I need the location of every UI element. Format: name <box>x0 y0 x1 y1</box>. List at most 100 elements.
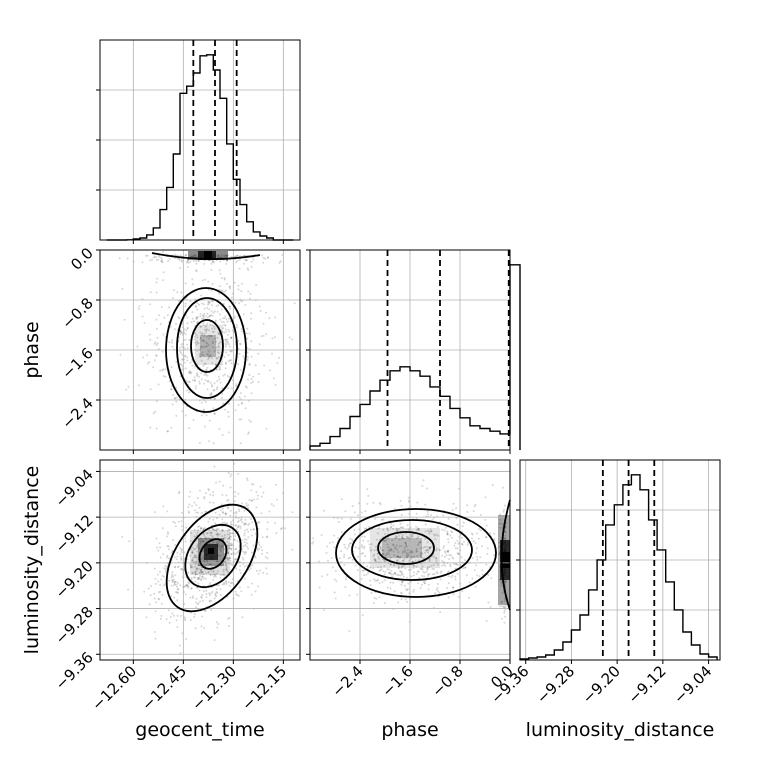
scatter-point <box>472 540 475 543</box>
scatter-point <box>174 566 177 569</box>
scatter-point <box>404 598 407 601</box>
scatter-point <box>392 573 395 576</box>
scatter-point <box>162 505 165 508</box>
scatter-point <box>169 325 172 328</box>
scatter-point <box>202 409 205 412</box>
scatter-point <box>229 285 231 288</box>
scatter-point <box>210 531 213 534</box>
scatter-point <box>171 341 173 344</box>
scatter-point <box>191 504 193 507</box>
scatter-point <box>127 385 130 388</box>
scatter-point <box>181 368 183 371</box>
scatter-point <box>457 552 460 555</box>
scatter-point <box>400 513 403 516</box>
scatter-point <box>208 542 211 545</box>
scatter-point <box>439 578 442 581</box>
scatter-point <box>161 261 164 264</box>
scatter-point <box>456 552 459 555</box>
scatter-point <box>219 564 222 567</box>
scatter-point <box>190 587 193 590</box>
scatter-point <box>456 547 459 550</box>
scatter-point <box>221 535 224 538</box>
scatter-point <box>189 490 192 493</box>
scatter-point <box>444 526 447 529</box>
scatter-point <box>206 388 209 391</box>
scatter-point <box>204 577 207 580</box>
scatter-point <box>436 583 439 585</box>
scatter-point <box>481 569 484 572</box>
scatter-point <box>194 580 197 583</box>
scatter-point <box>367 494 370 497</box>
scatter-point <box>128 540 131 543</box>
scatter-point <box>145 616 148 619</box>
scatter-point <box>427 574 430 577</box>
scatter-point <box>374 517 377 520</box>
scatter-point <box>245 542 248 545</box>
scatter-point <box>126 257 129 260</box>
scatter-point <box>194 606 197 609</box>
scatter-point <box>396 528 399 531</box>
scatter-point <box>199 326 202 329</box>
scatter-point <box>447 570 450 573</box>
scatter-point <box>244 518 247 521</box>
scatter-point <box>247 547 250 550</box>
scatter-point <box>451 556 454 559</box>
scatter-point <box>200 325 202 328</box>
scatter-point <box>228 544 231 547</box>
scatter-point <box>207 520 210 523</box>
scatter-point <box>364 555 367 558</box>
scatter-point <box>186 326 189 329</box>
scatter-point <box>208 323 211 326</box>
density-cell <box>502 552 510 568</box>
scatter-point <box>405 545 408 548</box>
scatter-point <box>479 529 482 532</box>
scatter-point <box>239 255 242 258</box>
scatter-point <box>343 563 346 566</box>
scatter-point <box>270 503 273 506</box>
histogram-phase <box>309 264 521 450</box>
scatter-point <box>262 261 265 264</box>
scatter-point <box>235 326 238 329</box>
scatter-point <box>417 541 420 544</box>
scatter-point <box>165 567 168 570</box>
scatter-point <box>162 375 165 378</box>
scatter-point <box>281 254 284 257</box>
scatter-point <box>181 345 183 348</box>
scatter-point <box>199 313 202 315</box>
scatter-point <box>149 338 152 341</box>
scatter-point <box>200 578 203 581</box>
scatter-point <box>504 581 506 584</box>
scatter-point <box>258 544 261 546</box>
scatter-point <box>166 554 169 557</box>
scatter-point <box>424 530 427 533</box>
scatter-point <box>431 545 434 548</box>
scatter-point <box>206 328 209 331</box>
scatter-point <box>180 548 183 551</box>
scatter-point <box>224 345 227 348</box>
scatter-point <box>222 321 225 324</box>
scatter-point <box>219 574 222 576</box>
scatter-point <box>212 501 215 504</box>
scatter-point <box>205 345 208 348</box>
scatter-point <box>396 559 399 562</box>
scatter-point <box>214 573 217 576</box>
scatter-point <box>155 259 158 261</box>
scatter-point <box>190 587 193 590</box>
scatter-point <box>175 591 178 594</box>
scatter-point <box>195 387 197 390</box>
scatter-point <box>489 532 492 535</box>
scatter-point <box>265 536 268 539</box>
scatter-point <box>338 557 341 560</box>
scatter-point <box>257 352 260 355</box>
scatter-point <box>216 368 218 371</box>
scatter-point <box>155 291 158 294</box>
scatter-point <box>214 363 217 366</box>
scatter-point <box>429 546 432 549</box>
scatter-point <box>212 573 215 576</box>
scatter-point <box>382 539 385 542</box>
y-tick-label: −9.20 <box>52 557 97 602</box>
scatter-point <box>396 535 399 538</box>
scatter-point <box>415 550 418 553</box>
scatter-point <box>224 289 227 292</box>
scatter-point <box>157 258 160 261</box>
